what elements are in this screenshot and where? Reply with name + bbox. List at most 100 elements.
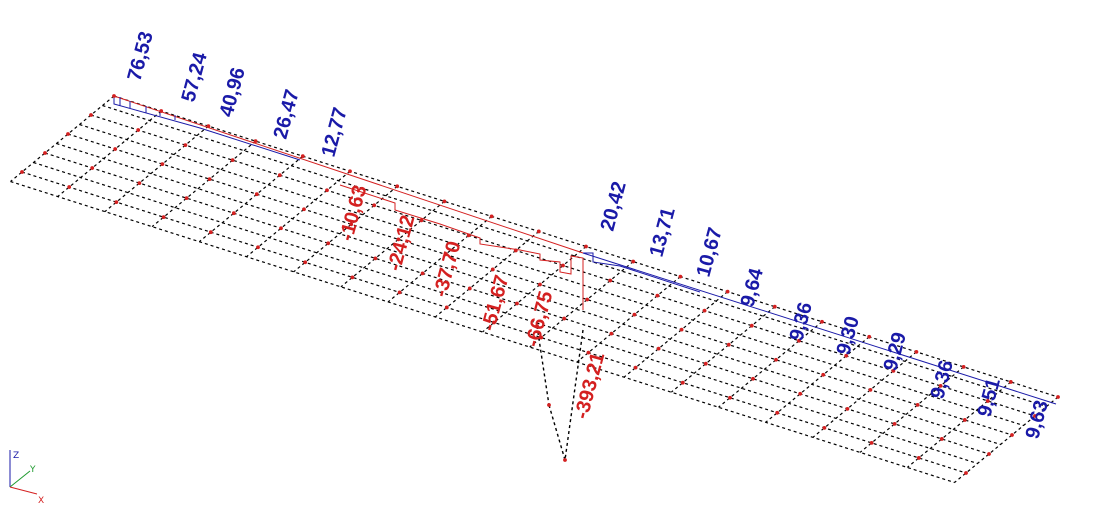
mesh-node [751,376,755,381]
mesh-node [443,252,448,257]
mesh-line-transverse [387,215,492,303]
mesh-line-transverse [906,381,1012,468]
mesh-node [326,241,331,246]
mesh-node [633,365,638,370]
mesh-line-transverse [293,185,398,273]
mesh-node [914,349,919,354]
value-label: 10,67 [693,225,727,279]
mesh-line-transverse [954,396,1059,483]
mesh-node [490,267,495,272]
mesh-node [987,452,991,456]
mesh-node [444,305,449,310]
diagram-baseline-left [113,95,584,254]
mesh-line-transverse [859,366,964,453]
mesh-node [515,301,519,306]
mesh-node [466,233,471,238]
mesh-node [822,425,827,430]
mesh-node [561,263,565,268]
column-node [563,458,567,462]
mesh-node [632,312,637,317]
mesh-line-transverse [10,95,115,182]
axis-triad: Z Y X [9,450,44,506]
mesh-line-transverse [670,306,776,393]
mesh-node [584,244,588,249]
mesh-line-transverse [482,246,587,333]
mesh-node [725,289,730,294]
mesh-node [349,222,354,227]
mesh-node [513,248,518,253]
x-axis-label: X [38,496,44,506]
mesh-node [891,368,896,373]
mesh-node [939,437,944,441]
value-label: 20,42 [597,179,631,233]
column-edge [548,404,566,461]
mesh-node [325,188,329,193]
mesh-node [112,94,116,98]
mesh-node [159,109,164,113]
mesh-node [915,403,920,407]
value-label: -24,12 [384,213,420,273]
mesh-line-transverse [765,336,870,423]
mesh-node [539,335,544,340]
mesh-node [1056,395,1060,399]
mesh-node [844,353,849,358]
mesh-node [442,199,447,204]
mesh-node [231,211,236,216]
mesh-node [703,361,708,366]
mesh-line-transverse [718,321,823,408]
mesh-node [160,162,165,167]
diagram-positive-left [113,96,301,161]
mesh-node [586,350,591,355]
mesh-node [656,346,661,351]
mesh-node [562,316,567,321]
mesh-node [869,441,874,445]
mesh-node [136,128,141,132]
mesh-node [749,323,754,328]
value-label: 40,96 [216,65,250,119]
diagram-baseline-right [582,252,1057,405]
mesh-node [161,215,166,220]
mesh-node [184,196,189,201]
mesh-node [680,380,685,385]
mesh-node [395,184,400,189]
mesh-line-transverse [57,110,162,198]
mesh-node [277,173,282,178]
value-label: 13,71 [646,205,680,259]
value-label: 9,36 [786,300,817,343]
z-axis-label: Z [13,451,19,461]
mesh-node [253,139,258,144]
value-label: -66,75 [522,289,558,349]
mesh-line-transverse [340,200,445,288]
mesh-node [985,399,990,403]
mesh-node [962,418,967,422]
mesh-node [702,308,707,313]
mesh-node [254,192,259,197]
mesh-line-transverse [151,140,256,228]
mesh-node [256,245,260,250]
mesh-node [397,290,402,295]
mesh-node [964,471,968,475]
mesh-node [1033,414,1037,418]
mesh-node [208,230,213,235]
value-label: -37,70 [430,239,466,299]
mesh-node [43,151,47,155]
mesh-node [867,334,872,339]
mesh-line-transverse [434,230,540,318]
mesh-node [279,226,283,231]
mesh-node [89,113,93,117]
mesh-gridlines [10,95,1059,484]
mesh-node [206,124,211,128]
mesh-node [420,271,425,276]
mesh-node [373,256,378,261]
mesh-node [183,143,188,148]
mesh-line-transverse [246,170,351,258]
diagram-negative [339,184,584,310]
mesh-node [772,304,777,309]
mesh-node [467,286,472,291]
mesh-line-transverse [198,155,304,243]
value-label: -393,21 [571,350,610,421]
column-edge [536,325,550,406]
value-label: 26,47 [270,87,304,141]
